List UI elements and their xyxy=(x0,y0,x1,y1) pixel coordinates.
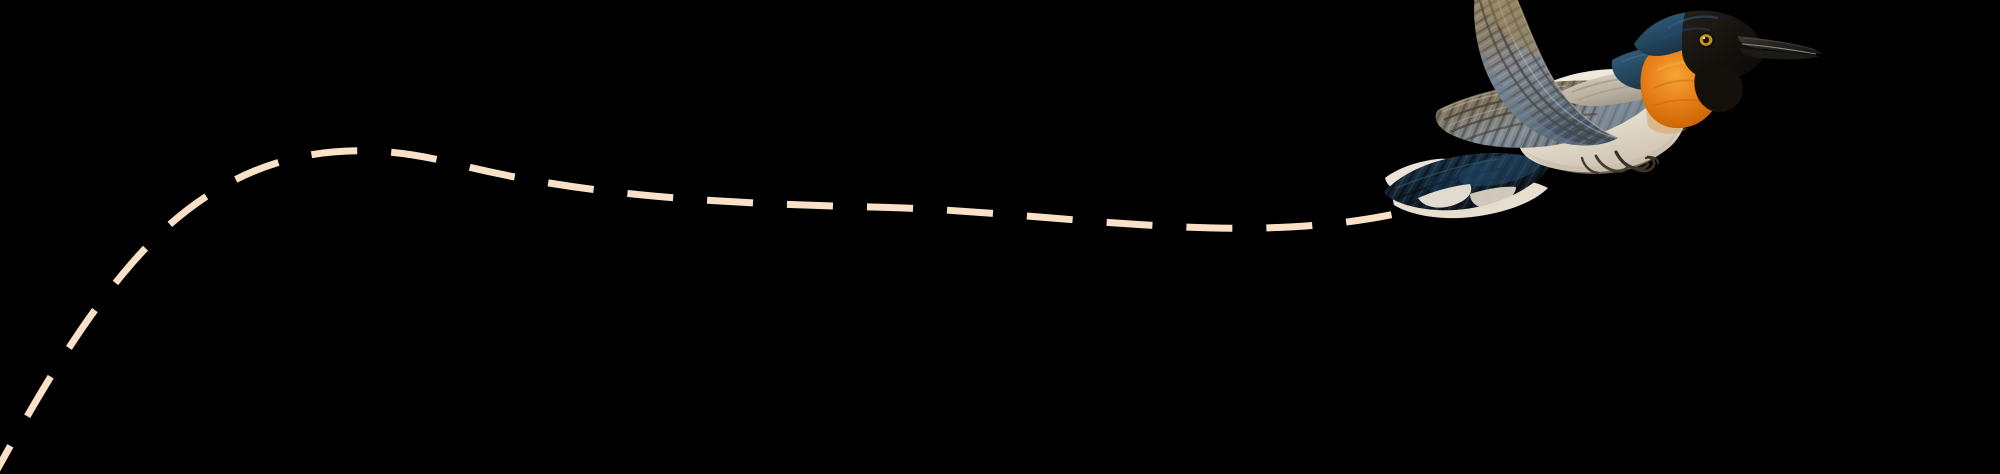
head xyxy=(1634,10,1822,113)
eye xyxy=(1697,32,1715,48)
beak xyxy=(1738,36,1822,60)
beak-upper xyxy=(1738,36,1822,54)
forked-tail xyxy=(1384,152,1552,219)
belly-shadow xyxy=(1524,128,1678,174)
tail-white-notch-2 xyxy=(1470,186,1516,208)
beak-lower xyxy=(1740,48,1820,60)
flight-path-line xyxy=(0,147,1396,472)
clawed-feet xyxy=(1580,150,1660,175)
tail-white-notch xyxy=(1418,184,1472,208)
mask-black xyxy=(1682,10,1764,81)
flying-bird xyxy=(1384,0,1822,219)
cheek-black xyxy=(1694,64,1743,113)
dashed-flight-path xyxy=(0,147,1396,472)
